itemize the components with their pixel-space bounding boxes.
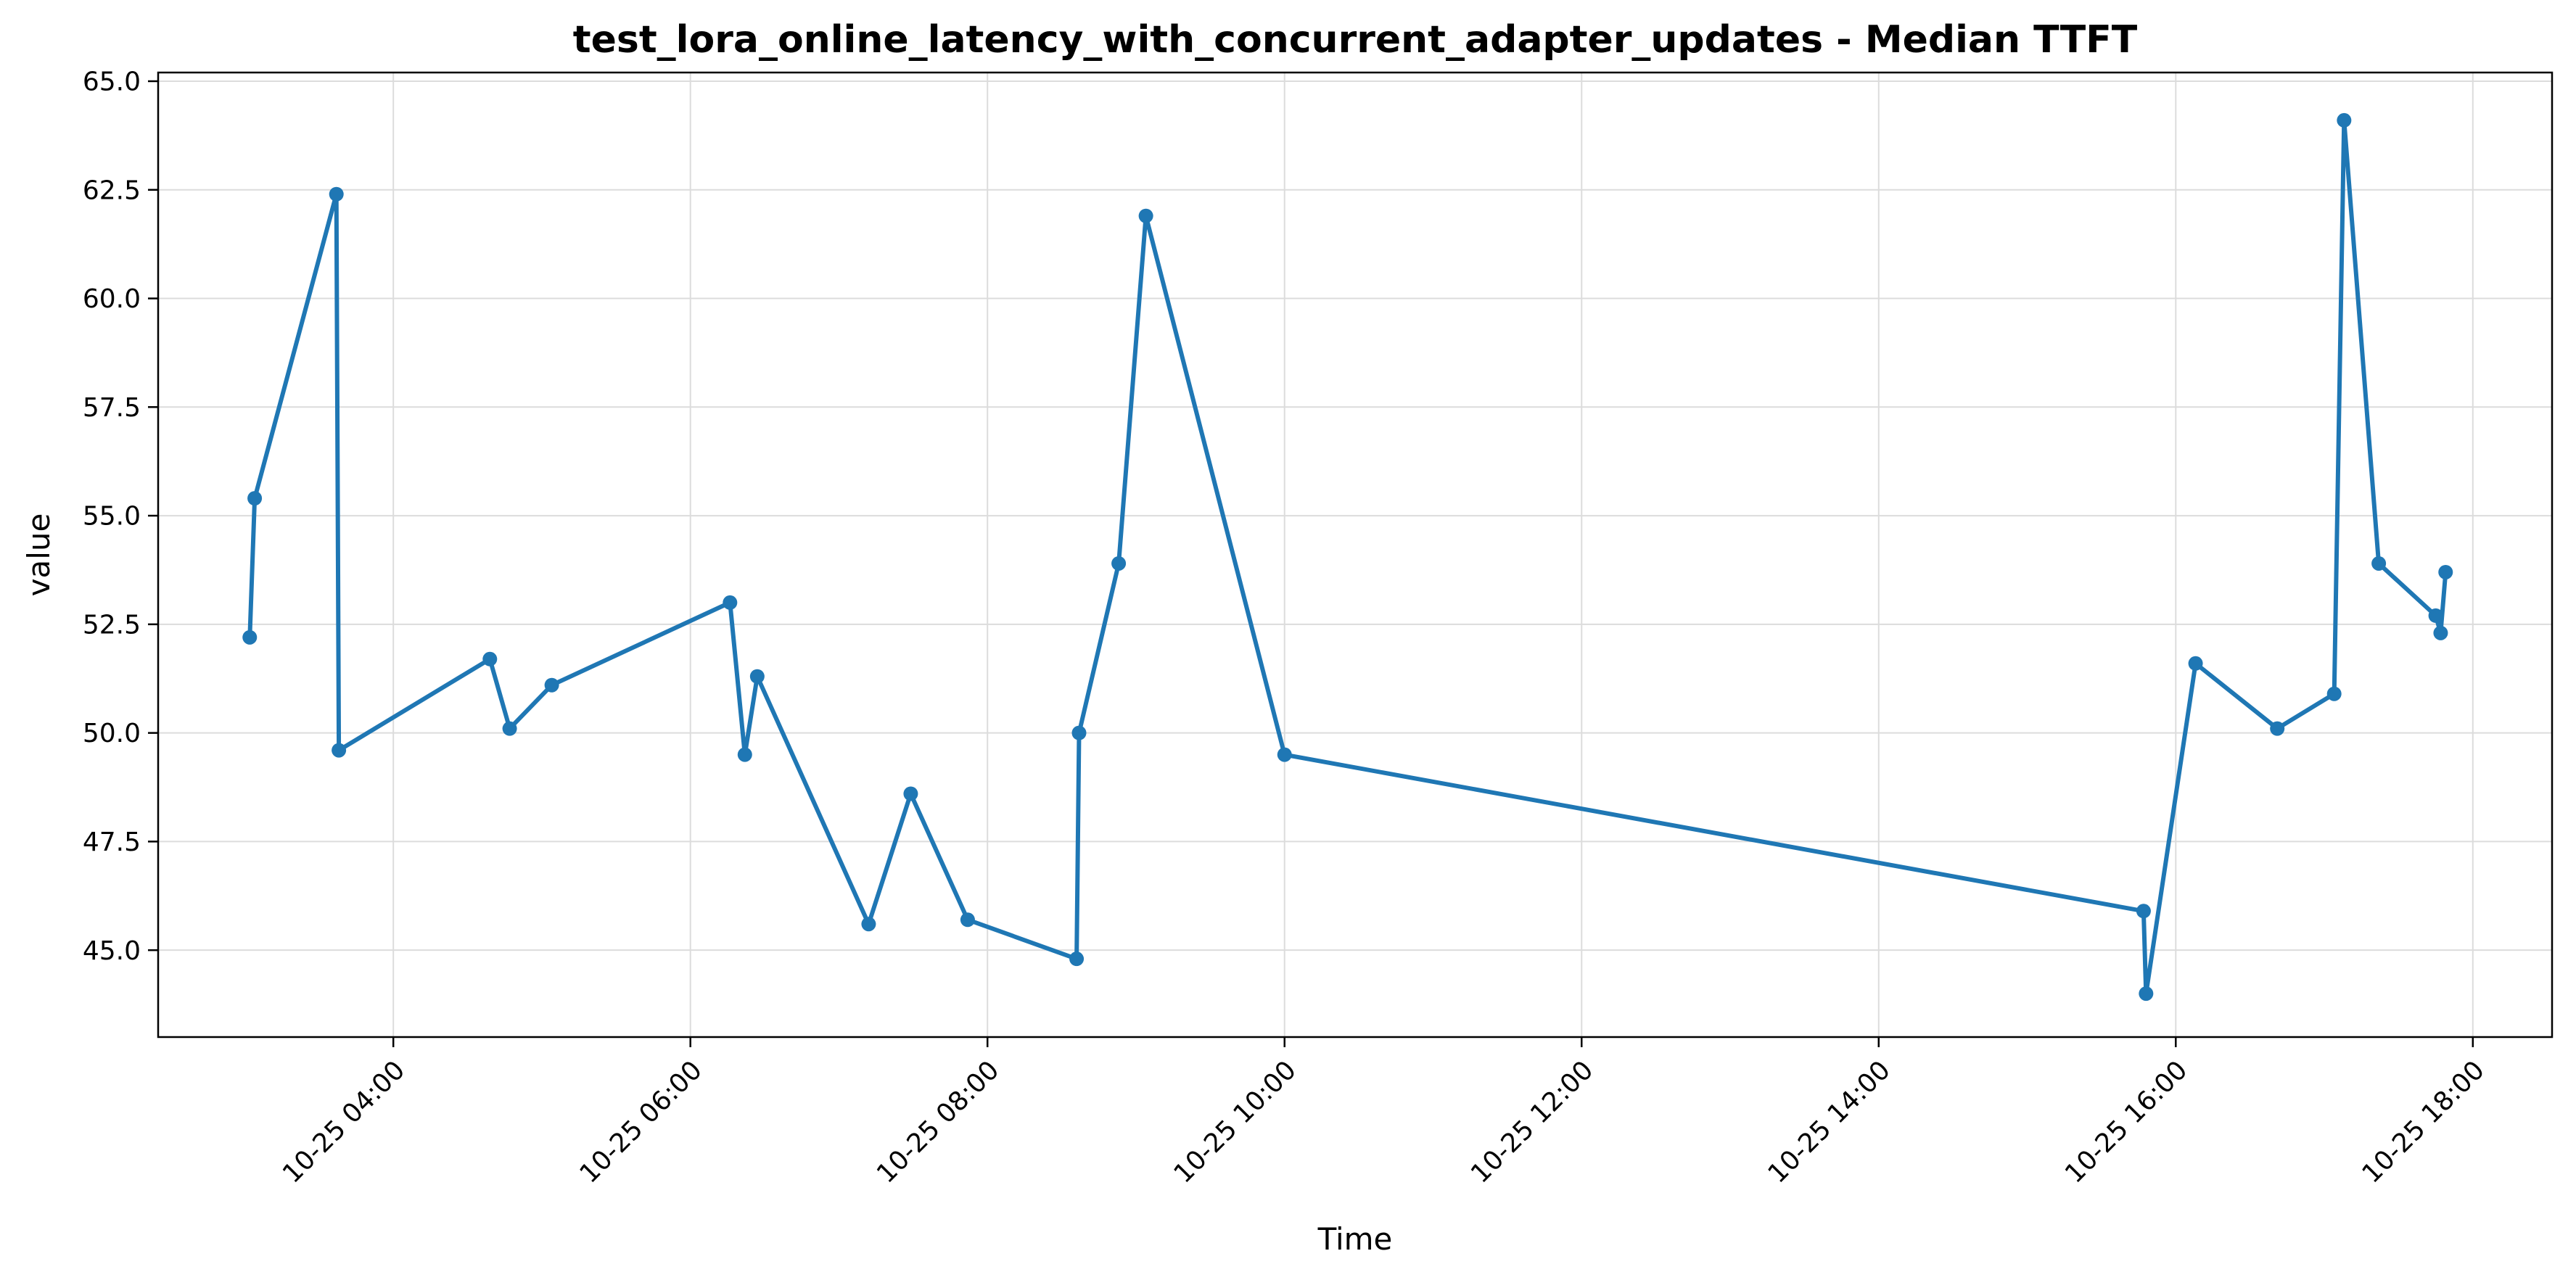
y-tick-label: 55.0 <box>83 502 141 532</box>
x-tick-label: 10-25 18:00 <box>2357 1055 2490 1189</box>
grid-lines <box>158 73 2552 1037</box>
data-point <box>1069 951 1085 967</box>
data-point <box>2270 721 2285 736</box>
data-point <box>247 491 263 506</box>
chart-title: test_lora_online_latency_with_concurrent… <box>573 18 2138 62</box>
data-point <box>482 651 498 666</box>
data-point <box>1111 556 1127 571</box>
data-point <box>2337 112 2352 128</box>
y-tick-label: 65.0 <box>83 67 141 97</box>
x-tick-label: 10-25 16:00 <box>2059 1055 2193 1189</box>
data-point <box>2136 904 2151 919</box>
x-tick-label: 10-25 10:00 <box>1169 1055 1302 1189</box>
series-line <box>247 117 2448 996</box>
data-point <box>502 721 517 736</box>
y-tick-label: 57.5 <box>83 393 141 423</box>
series-group <box>242 112 2453 1002</box>
data-point <box>2371 556 2387 571</box>
data-point <box>2188 656 2203 671</box>
x-tick-label: 10-25 06:00 <box>574 1055 707 1189</box>
x-tick-label: 10-25 14:00 <box>1763 1055 1896 1189</box>
data-point <box>2438 564 2453 579</box>
data-point <box>1277 747 1292 762</box>
data-point <box>960 912 975 928</box>
plot-frame <box>157 71 2554 1039</box>
data-point <box>2428 608 2443 623</box>
x-tick-label: 10-25 08:00 <box>871 1055 1005 1189</box>
data-point <box>737 747 752 762</box>
y-tick-label: 62.5 <box>83 176 141 205</box>
data-point <box>723 595 738 610</box>
data-point <box>2326 686 2342 701</box>
data-point <box>749 669 765 684</box>
y-axis-label: value <box>21 513 57 597</box>
y-tick-label: 50.0 <box>83 719 141 748</box>
x-tick-label: 10-25 04:00 <box>277 1055 411 1189</box>
data-point <box>1071 725 1087 740</box>
data-point <box>329 186 344 202</box>
y-axis-ticks: 45.0 47.5 50.0 52.5 55.0 57.5 60.0 62.5 65.0 <box>83 67 158 966</box>
x-axis-label: Time <box>1317 1221 1393 1257</box>
data-point <box>2139 986 2154 1002</box>
data-point <box>544 677 559 693</box>
x-tick-label: 10-25 12:00 <box>1465 1055 1599 1189</box>
y-tick-label: 60.0 <box>83 284 141 314</box>
y-tick-label: 52.5 <box>83 610 141 640</box>
y-tick-label: 45.0 <box>83 936 141 966</box>
data-point <box>332 743 347 758</box>
data-point <box>2433 625 2448 640</box>
data-point <box>903 786 918 801</box>
data-point <box>861 917 876 932</box>
x-axis-ticks: 10-25 04:00 10-25 06:00 10-25 08:00 10-25 1… <box>277 1037 2490 1189</box>
data-point <box>1138 208 1153 223</box>
data-point <box>242 629 258 645</box>
y-tick-label: 47.5 <box>83 827 141 857</box>
